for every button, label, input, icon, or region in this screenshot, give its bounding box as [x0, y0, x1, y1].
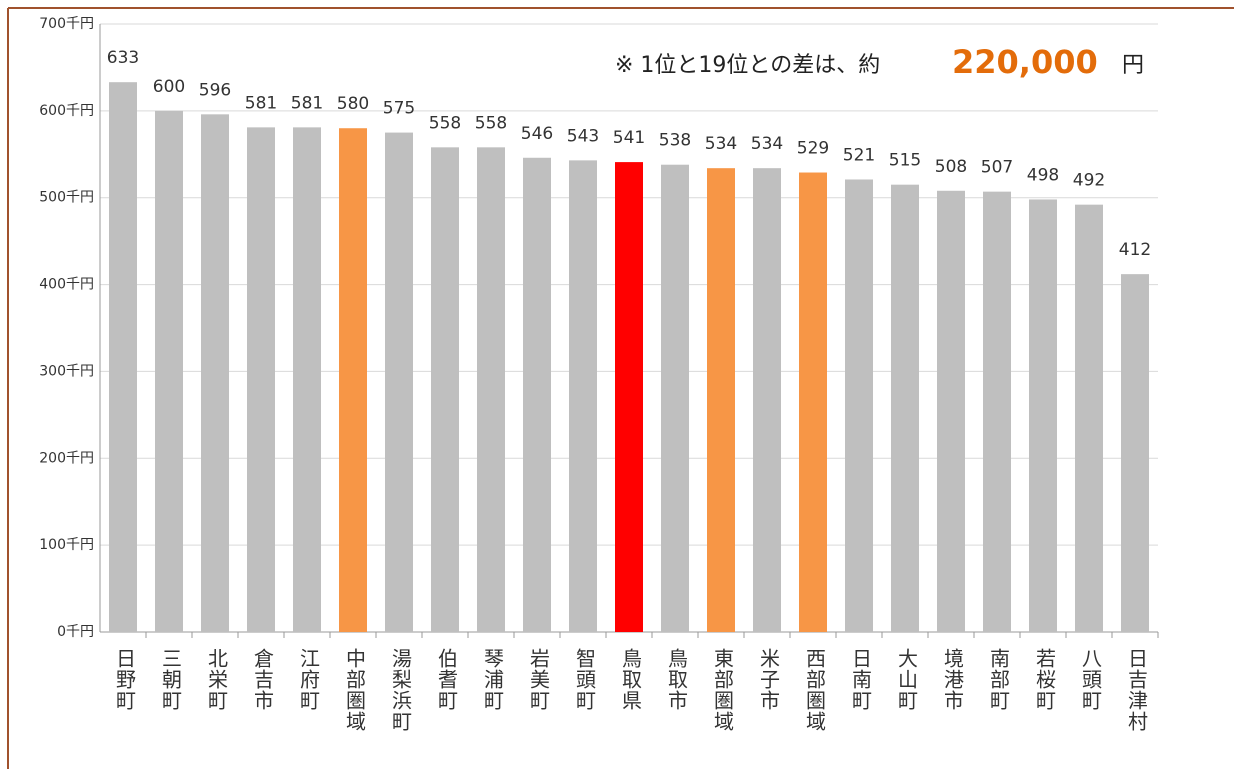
bar [293, 127, 321, 633]
value-label: 633 [107, 48, 139, 68]
y-tick-label: 0千円 [57, 624, 94, 640]
bar [109, 82, 137, 633]
bar [891, 184, 919, 632]
y-tick-label: 500千円 [39, 190, 94, 206]
x-tick-label: 境港市 [941, 648, 965, 711]
annotation-amount: 220,000 [952, 43, 1098, 81]
bar [477, 147, 505, 632]
value-label: 508 [935, 157, 967, 177]
value-label: 596 [199, 80, 231, 100]
bar [615, 162, 643, 633]
bar [569, 160, 597, 632]
value-label: 581 [245, 93, 277, 113]
value-label: 546 [521, 124, 553, 144]
bar [937, 190, 965, 632]
y-tick-label: 300千円 [39, 363, 94, 379]
y-tick-label: 100千円 [39, 537, 94, 553]
bar [1029, 199, 1057, 633]
x-tick-label: 西部圏域 [803, 648, 827, 732]
x-tick-label: 三朝町 [159, 648, 183, 711]
x-tick-label: 鳥取市 [665, 648, 689, 711]
y-tick-label: 400千円 [39, 277, 94, 293]
y-tick-label: 700千円 [39, 16, 94, 32]
y-tick-label: 600千円 [39, 103, 94, 119]
bar [845, 179, 873, 632]
bar [155, 110, 183, 633]
value-label: 529 [797, 139, 829, 159]
bar [1121, 274, 1149, 632]
value-label: 507 [981, 158, 1013, 178]
x-tick-label: 若桜町 [1033, 648, 1057, 711]
annotation: ※ 1位と19位との差は、約 [615, 53, 880, 78]
annotation-unit: 円 [1122, 53, 1144, 78]
bar [431, 147, 459, 632]
value-label: 492 [1073, 171, 1105, 191]
bar [523, 157, 551, 632]
bar [707, 168, 735, 632]
value-label: 558 [429, 113, 461, 133]
value-label: 412 [1119, 240, 1151, 260]
x-tick-label: 北栄町 [205, 648, 229, 711]
value-label: 534 [751, 134, 783, 154]
x-tick-label: 米子市 [757, 648, 781, 711]
value-label: 521 [843, 145, 875, 165]
x-tick-label: 伯耆町 [435, 648, 459, 711]
bar [385, 132, 413, 633]
x-tick-label: 日野町 [113, 648, 137, 711]
x-tick-label: 大山町 [895, 648, 919, 711]
x-tick-label: 琴浦町 [481, 648, 505, 711]
value-label: 498 [1027, 165, 1059, 185]
value-label: 541 [613, 128, 645, 148]
x-tick-label: 日吉津村 [1125, 648, 1149, 732]
x-tick-label: 岩美町 [527, 648, 551, 711]
x-tick-label: 南部町 [987, 648, 1011, 711]
bar [339, 128, 367, 632]
value-label: 543 [567, 126, 599, 146]
value-label: 581 [291, 93, 323, 113]
y-tick-label: 200千円 [39, 450, 94, 466]
bar [753, 168, 781, 632]
x-tick-label: 江府町 [297, 648, 321, 711]
value-label: 515 [889, 151, 921, 171]
bar [661, 164, 689, 633]
value-label: 534 [705, 134, 737, 154]
bar [799, 172, 827, 633]
x-tick-label: 倉吉市 [251, 648, 275, 711]
value-label: 538 [659, 131, 691, 151]
bar [247, 127, 275, 633]
value-label: 600 [153, 77, 185, 97]
x-tick-label: 東部圏域 [711, 648, 735, 732]
x-tick-label: 鳥取県 [619, 648, 643, 711]
x-tick-label: 中部圏域 [343, 648, 367, 732]
value-label: 558 [475, 113, 507, 133]
bar [983, 191, 1011, 633]
x-tick-label: 八頭町 [1079, 648, 1103, 711]
x-tick-label: 日南町 [849, 648, 873, 711]
value-label: 580 [337, 94, 369, 114]
x-tick-label: 智頭町 [573, 648, 597, 711]
x-tick-label: 湯梨浜町 [389, 648, 413, 732]
bar [1075, 204, 1103, 633]
bar [201, 114, 229, 633]
value-label: 575 [383, 99, 415, 119]
